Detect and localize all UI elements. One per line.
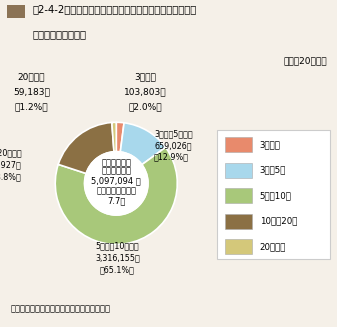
Wedge shape xyxy=(55,147,177,244)
Bar xyxy=(7,5,25,18)
Text: 59,183件: 59,183件 xyxy=(13,88,50,96)
Bar xyxy=(225,163,252,178)
Text: 10分以上20分未満
958,927件
（18.8%）: 10分以上20分未満 958,927件 （18.8%） xyxy=(0,149,22,181)
Text: 20分以上: 20分以上 xyxy=(260,242,286,251)
Text: 救急自動車に: 救急自動車に xyxy=(101,158,131,167)
Text: （平成20年中）: （平成20年中） xyxy=(283,56,327,65)
Bar xyxy=(225,239,252,254)
Text: （2.0%）: （2.0%） xyxy=(129,102,162,112)
Wedge shape xyxy=(58,122,114,174)
Bar xyxy=(225,188,252,203)
Text: 3分〜5分: 3分〜5分 xyxy=(260,166,286,175)
Text: 3分未満: 3分未満 xyxy=(260,140,281,149)
Text: 10分〜20分: 10分〜20分 xyxy=(260,216,297,226)
Text: 103,803件: 103,803件 xyxy=(124,88,167,96)
Text: 第2-4-2図　救急自動車による現場到着所要時間別出場件: 第2-4-2図 救急自動車による現場到着所要時間別出場件 xyxy=(32,4,196,14)
Text: 5分〜10分: 5分〜10分 xyxy=(260,191,292,200)
Text: 3分以上5分未満
659,026件
（12.9%）: 3分以上5分未満 659,026件 （12.9%） xyxy=(154,129,193,162)
Text: 5分以上10分未満
3,316,155件
（65.1%）: 5分以上10分未満 3,316,155件 （65.1%） xyxy=(95,242,140,274)
FancyBboxPatch shape xyxy=(217,130,330,259)
Text: 数の状況: 数の状況 xyxy=(32,29,86,39)
Circle shape xyxy=(85,152,148,215)
Text: （1.2%）: （1.2%） xyxy=(15,102,48,112)
Text: 5,097,094 件: 5,097,094 件 xyxy=(91,176,141,185)
Wedge shape xyxy=(120,123,165,164)
Bar xyxy=(225,214,252,229)
Text: 20分以上: 20分以上 xyxy=(18,73,45,82)
Bar xyxy=(225,137,252,152)
Text: 現場到着時間平均: 現場到着時間平均 xyxy=(96,187,136,196)
Text: 7.7分: 7.7分 xyxy=(107,196,125,205)
Text: （備考）「救急業務実施状況調」により作成: （備考）「救急業務実施状況調」により作成 xyxy=(10,304,110,314)
Wedge shape xyxy=(112,122,116,152)
Wedge shape xyxy=(116,122,124,152)
Text: よる出場件数: よる出場件数 xyxy=(101,167,131,176)
Text: 3分未満: 3分未満 xyxy=(135,73,156,82)
